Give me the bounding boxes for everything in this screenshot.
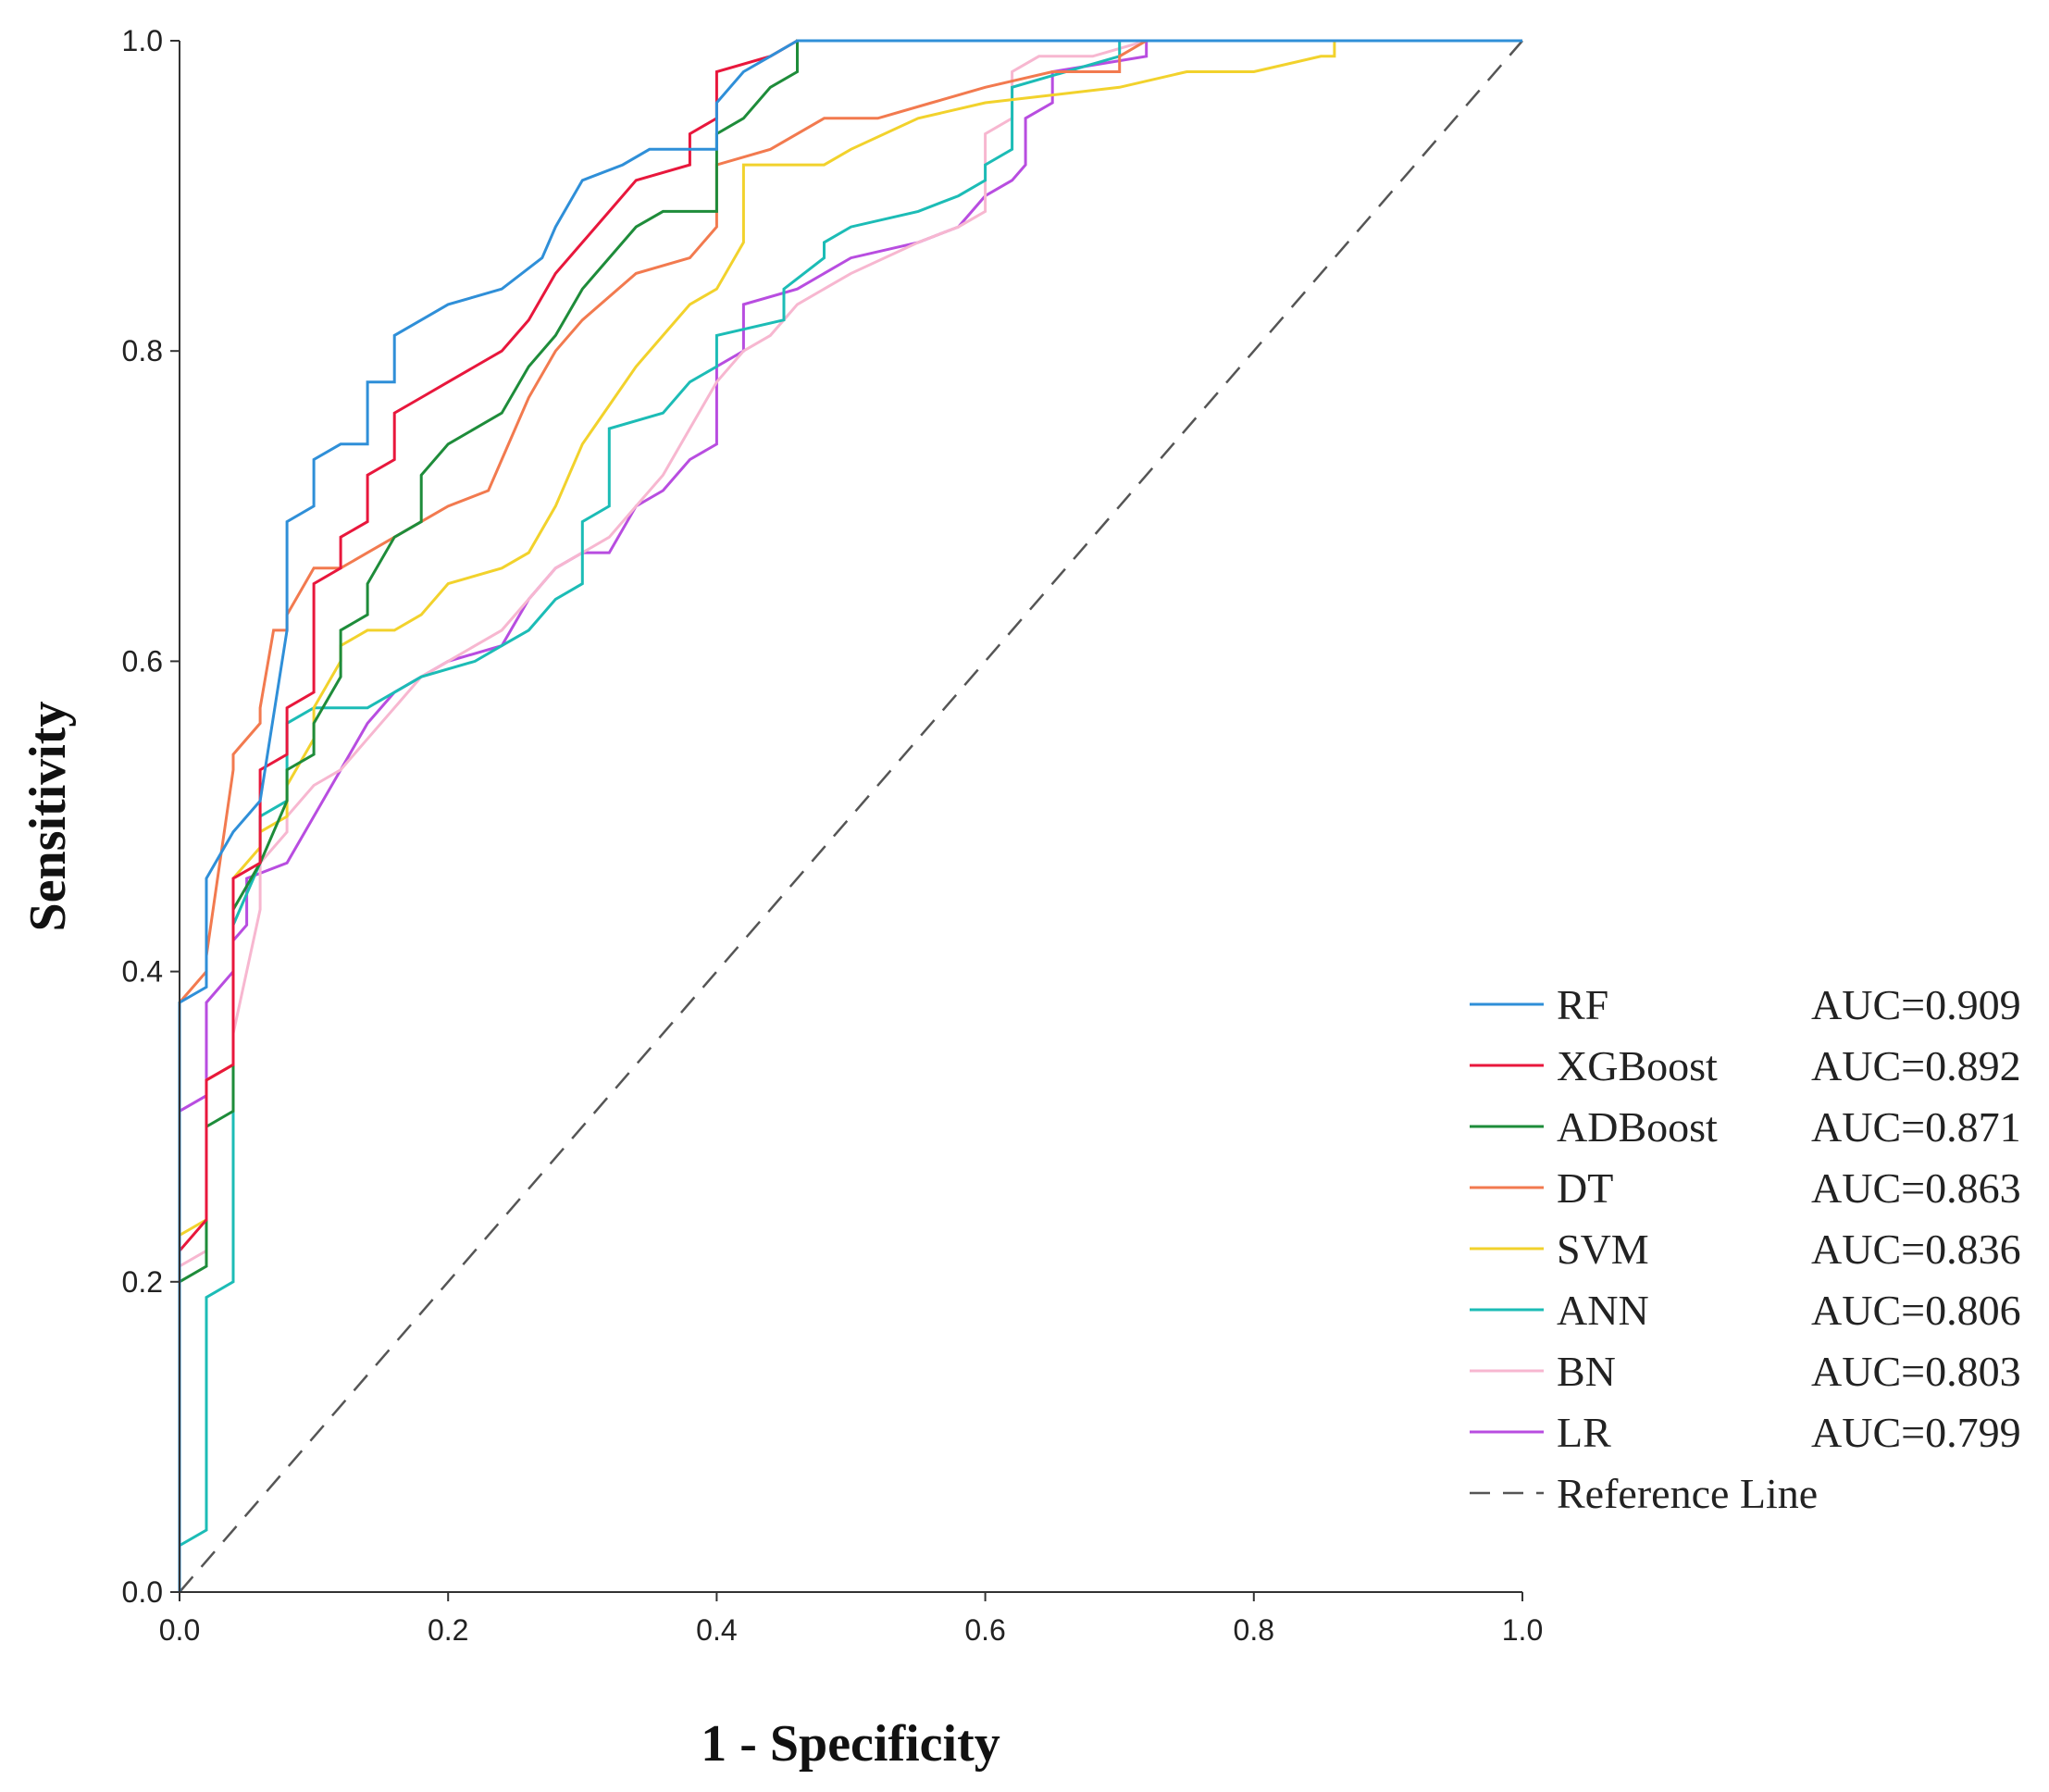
x-axis-title: 1 - Specificity	[701, 1715, 1000, 1773]
y-tick-label: 0.8	[122, 334, 163, 367]
y-axis-title: Sensitivity	[19, 702, 77, 932]
legend-label-ann: ANN	[1557, 1287, 1649, 1334]
legend-auc-xgboost: AUC=0.892	[1811, 1042, 2021, 1089]
legend-auc-adboost: AUC=0.871	[1811, 1103, 2021, 1151]
plot-series	[178, 39, 1523, 1593]
series-line-lr	[178, 39, 1522, 1592]
axes	[179, 41, 1522, 1593]
legend: RF AUC=0.909 XGBoost AUC=0.892 ADBoost AUC=0.…	[1470, 981, 2021, 1517]
y-tick-label: 0.2	[122, 1265, 163, 1299]
y-tick-label: 0.4	[122, 955, 163, 989]
series-line-reference-line	[179, 40, 1523, 1593]
legend-label-adboost: ADBoost	[1557, 1103, 1718, 1151]
x-ticks: 0.0 0.2 0.4 0.6 0.8 1.0	[159, 1592, 1543, 1647]
legend-label-dt: DT	[1557, 1164, 1613, 1212]
y-tick-label: 0.0	[122, 1575, 163, 1609]
legend-label-bn: BN	[1557, 1348, 1616, 1395]
x-tick-label: 1.0	[1502, 1613, 1543, 1647]
legend-auc-svm: AUC=0.836	[1811, 1226, 2021, 1273]
legend-auc-ann: AUC=0.806	[1811, 1287, 2021, 1334]
y-tick-label: 1.0	[122, 24, 163, 57]
series-line-xgboost	[178, 39, 1522, 1592]
legend-label-svm: SVM	[1557, 1226, 1649, 1273]
series-line-adboost	[178, 39, 1522, 1592]
legend-label-reference-line: Reference Line	[1557, 1470, 1818, 1517]
legend-label-rf: RF	[1557, 981, 1608, 1028]
legend-label-xgboost: XGBoost	[1557, 1042, 1718, 1089]
x-tick-label: 0.8	[1234, 1613, 1274, 1647]
x-tick-label: 0.0	[159, 1613, 200, 1647]
legend-auc-rf: AUC=0.909	[1811, 981, 2021, 1028]
series-line-rf	[178, 39, 1522, 1592]
legend-auc-lr: AUC=0.799	[1811, 1409, 2021, 1456]
legend-auc-bn: AUC=0.803	[1811, 1348, 2021, 1395]
x-tick-label: 0.2	[428, 1613, 468, 1647]
y-tick-label: 0.6	[122, 644, 163, 678]
y-ticks: 0.0 0.2 0.4 0.6 0.8 1.0	[122, 24, 180, 1609]
x-tick-label: 0.6	[964, 1613, 1005, 1647]
series-line-dt	[178, 39, 1522, 1592]
legend-auc-dt: AUC=0.863	[1811, 1164, 2021, 1212]
x-tick-label: 0.4	[696, 1613, 737, 1647]
legend-label-lr: LR	[1557, 1409, 1611, 1456]
